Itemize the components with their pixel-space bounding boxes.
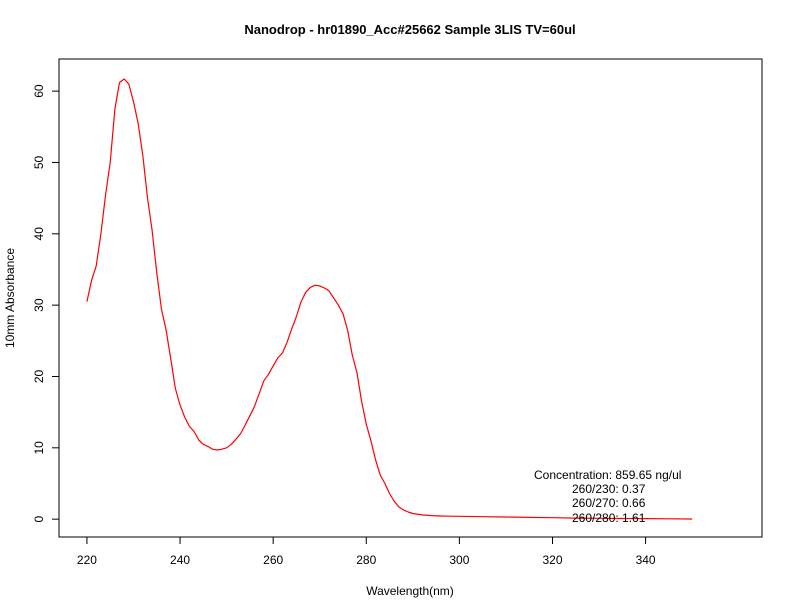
y-tick-label: 40 bbox=[32, 227, 46, 241]
y-axis-label: 10mm Absorbance bbox=[3, 248, 17, 348]
x-tick-label: 340 bbox=[636, 553, 656, 567]
concentration-annotation: Concentration: 859.65 ng/ul bbox=[534, 468, 681, 482]
y-tick-label: 30 bbox=[32, 298, 46, 312]
y-tick-label: 60 bbox=[32, 84, 46, 98]
y-axis: 0 10 20 30 40 50 60 bbox=[32, 84, 60, 523]
x-tick-label: 260 bbox=[263, 553, 283, 567]
x-tick-label: 240 bbox=[170, 553, 190, 567]
absorbance-series-line bbox=[86, 78, 693, 520]
annotation-block: Concentration: 859.65 ng/ul 260/230: 0.3… bbox=[534, 468, 681, 525]
x-axis: 220 240 260 280 300 320 340 bbox=[77, 536, 656, 567]
x-tick-label: 320 bbox=[542, 553, 562, 567]
x-tick-label: 280 bbox=[356, 553, 376, 567]
y-tick-label: 20 bbox=[32, 369, 46, 383]
ratio-260-270-annotation: 260/270: 0.66 bbox=[572, 496, 646, 510]
series-layer bbox=[86, 78, 693, 520]
plot-frame bbox=[58, 58, 763, 538]
chart-title: Nanodrop - hr01890_Acc#25662 Sample 3LIS… bbox=[244, 22, 575, 37]
x-tick-label: 220 bbox=[77, 553, 97, 567]
ratio-260-280-annotation: 260/280: 1.61 bbox=[572, 511, 646, 525]
x-tick-label: 300 bbox=[449, 553, 469, 567]
y-tick-label: 10 bbox=[32, 441, 46, 455]
y-tick-label: 0 bbox=[32, 516, 46, 523]
x-axis-label: Wavelength(nm) bbox=[366, 584, 454, 598]
ratio-260-230-annotation: 260/230: 0.37 bbox=[572, 482, 646, 496]
y-tick-label: 50 bbox=[32, 155, 46, 169]
